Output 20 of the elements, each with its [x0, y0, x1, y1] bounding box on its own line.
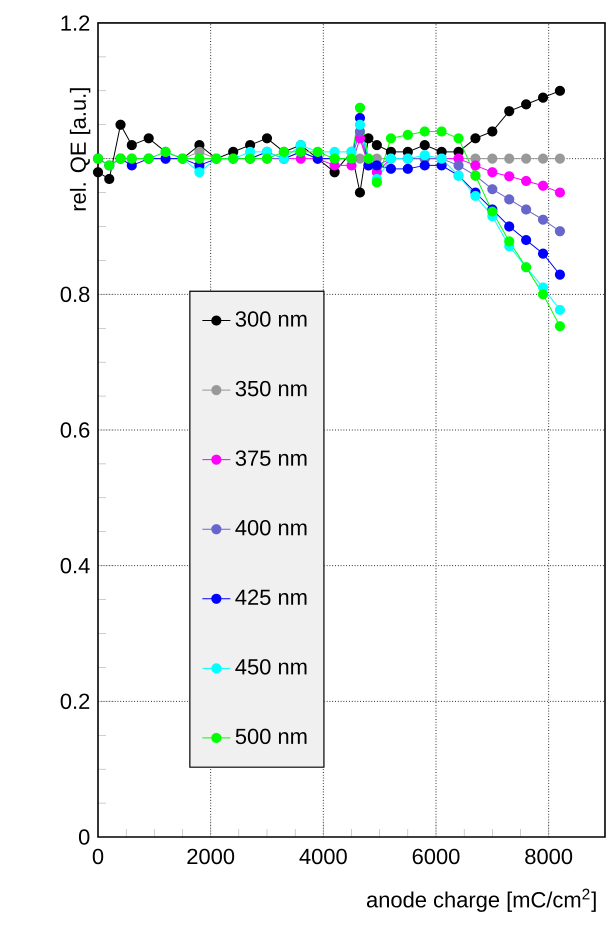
- x-tick-label: 8000: [525, 848, 572, 864]
- y-tick-label: 1.2: [61, 15, 90, 31]
- legend-label: 375 nm: [236, 450, 306, 466]
- y-tick-label: 0.4: [60, 558, 90, 574]
- y-axis-title: rel. QE [a.u.]: [70, 88, 90, 210]
- x-tick-label: 2000: [187, 848, 234, 864]
- legend-label: 425 nm: [235, 590, 306, 606]
- legend-label: 500 nm: [236, 728, 306, 744]
- y-tick-label: 0.2: [60, 694, 90, 710]
- y-tick-label: 0: [78, 829, 90, 845]
- legend-label: 300 nm: [236, 311, 306, 327]
- legend-label: 450 nm: [235, 659, 306, 675]
- x-axis-title: anode charge [mC/cm$^{2}$]: [366, 888, 596, 912]
- x-tick-label: 0: [92, 848, 104, 864]
- x-tick-label: 4000: [299, 848, 347, 864]
- legend-label: 400 nm: [235, 520, 306, 536]
- y-tick-label: 0.8: [60, 286, 90, 302]
- x-tick-label: 6000: [412, 848, 460, 864]
- y-tick-label: 0.6: [60, 422, 90, 438]
- legend-label: 350 nm: [236, 380, 306, 396]
